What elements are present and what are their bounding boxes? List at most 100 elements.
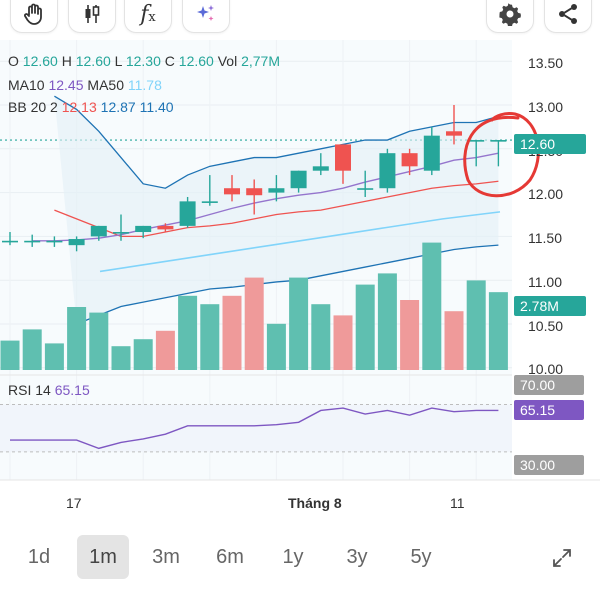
price-tick: 13.00 xyxy=(528,99,564,115)
candle-body xyxy=(224,188,240,195)
ohlc-o-label: O xyxy=(8,53,19,69)
moving-averages xyxy=(32,152,501,273)
ohlc-l-label: L xyxy=(114,53,122,69)
candle-body xyxy=(135,225,152,233)
ohlc-h-label: H xyxy=(61,53,72,69)
current-price-badge: 12.60 xyxy=(514,134,586,154)
settings-button[interactable] xyxy=(486,0,534,33)
volume-bar xyxy=(0,340,20,370)
expand-icon xyxy=(553,548,571,567)
rsi-legend: RSI 14 65.15 xyxy=(8,382,90,398)
x-axis-label: 11 xyxy=(450,495,465,511)
gear-icon xyxy=(499,3,521,26)
bb-upper-value: 12.87 xyxy=(100,99,136,115)
rsi-band xyxy=(0,404,512,452)
price-tick: 11.00 xyxy=(528,274,562,290)
candle-body xyxy=(113,232,129,234)
candle-body xyxy=(423,135,440,171)
candle-body xyxy=(290,170,307,189)
timeframe-3m[interactable]: 3m xyxy=(152,546,180,568)
ma10-label: MA10 xyxy=(8,77,45,93)
price-tick: 12.00 xyxy=(528,186,564,202)
candle-body xyxy=(357,188,374,190)
ai-sparkle-icon xyxy=(197,5,214,21)
x-axis-label: Tháng 8 xyxy=(288,495,342,511)
ohlc-volume-value: 2,77M xyxy=(241,53,281,69)
volume-bar xyxy=(422,242,442,370)
candle-body xyxy=(379,153,396,189)
candlestick-icon xyxy=(85,5,100,23)
bb-middle-line xyxy=(54,180,499,238)
bb-upper-line xyxy=(54,95,499,189)
volume-bar xyxy=(178,295,198,370)
bb-legend: BB 20 2 12.13 12.87 11.40 xyxy=(8,99,174,115)
candle-body xyxy=(246,188,263,196)
candle-body xyxy=(268,188,285,193)
price-tick: 11.50 xyxy=(528,230,562,246)
volume-bar xyxy=(155,330,175,370)
volume-bar xyxy=(466,280,486,370)
rsi-value-badge: 65.15 xyxy=(514,400,584,420)
timeframe-3y[interactable]: 3y xyxy=(346,546,368,568)
hand-icon xyxy=(24,3,42,25)
candle-body xyxy=(179,201,196,226)
volume-bar xyxy=(22,329,42,370)
chart-type-button[interactable] xyxy=(68,0,116,33)
function-icon-f: f xyxy=(140,1,149,27)
candle-body xyxy=(157,225,174,230)
ohlc-high-value: 12.60 xyxy=(75,53,111,69)
candle-body xyxy=(90,225,107,237)
ohlc-low-value: 12.30 xyxy=(125,53,161,69)
ohlc-vol-label: Vol xyxy=(217,53,238,69)
candle-body xyxy=(468,140,485,142)
rsi-line xyxy=(10,407,499,450)
rsi-upper-badge: 70.00 xyxy=(514,375,584,395)
timeframe-1m[interactable]: 1m xyxy=(77,535,129,579)
price-tick: 10.00 xyxy=(528,361,564,377)
chart-toolbar: fx xyxy=(0,0,600,36)
volume-bar xyxy=(377,273,397,370)
volume-bar xyxy=(289,277,309,370)
function-icon-x: x xyxy=(148,9,156,25)
timeframe-1d[interactable]: 1d xyxy=(27,546,51,568)
ohlc-close-value: 12.60 xyxy=(178,53,214,69)
red-circle-annotation xyxy=(463,112,540,198)
candle-body xyxy=(401,153,418,167)
candle-body xyxy=(201,201,218,203)
ma10-value: 12.45 xyxy=(48,77,84,93)
candle-body xyxy=(2,240,18,243)
ma50-line xyxy=(99,211,501,273)
volume-bar xyxy=(89,312,109,370)
timeframe-6m[interactable]: 6m xyxy=(216,546,244,568)
timeframe-5y[interactable]: 5y xyxy=(410,546,432,568)
volume-bar xyxy=(333,315,353,370)
annotation-circle xyxy=(463,112,540,198)
volume-bar xyxy=(200,304,220,370)
rsi-lower-badge: 30.00 xyxy=(514,455,584,475)
candle-body xyxy=(490,140,507,142)
volume-bar xyxy=(311,304,331,370)
share-icon xyxy=(559,4,577,24)
fullscreen-button[interactable] xyxy=(542,535,582,579)
indicators-button[interactable]: fx xyxy=(124,0,172,33)
function-icon: fx xyxy=(140,2,156,27)
share-button[interactable] xyxy=(544,0,592,33)
volume-bar xyxy=(444,311,464,370)
volume-bar xyxy=(400,300,420,370)
volume-badge: 2.78M xyxy=(514,296,586,316)
ai-button[interactable] xyxy=(182,0,230,33)
bb-lower-value: 11.40 xyxy=(139,99,174,115)
rsi-value: 65.15 xyxy=(54,382,90,398)
volume-bar xyxy=(44,343,64,370)
price-chart[interactable] xyxy=(0,40,600,530)
candle-body xyxy=(46,240,63,243)
timeframe-1y[interactable]: 1y xyxy=(282,546,304,568)
hand-tool-button[interactable] xyxy=(10,0,58,33)
volume-bar xyxy=(111,346,131,370)
bb-middle-value: 12.13 xyxy=(61,99,97,115)
rsi-panel xyxy=(0,374,600,481)
volume-bar xyxy=(67,307,87,370)
timeframe-selector: 1d 1m 3m 6m 1y 3y 5y xyxy=(0,535,600,581)
volume-bar xyxy=(488,292,508,370)
bb-label: BB 20 2 xyxy=(8,99,58,115)
